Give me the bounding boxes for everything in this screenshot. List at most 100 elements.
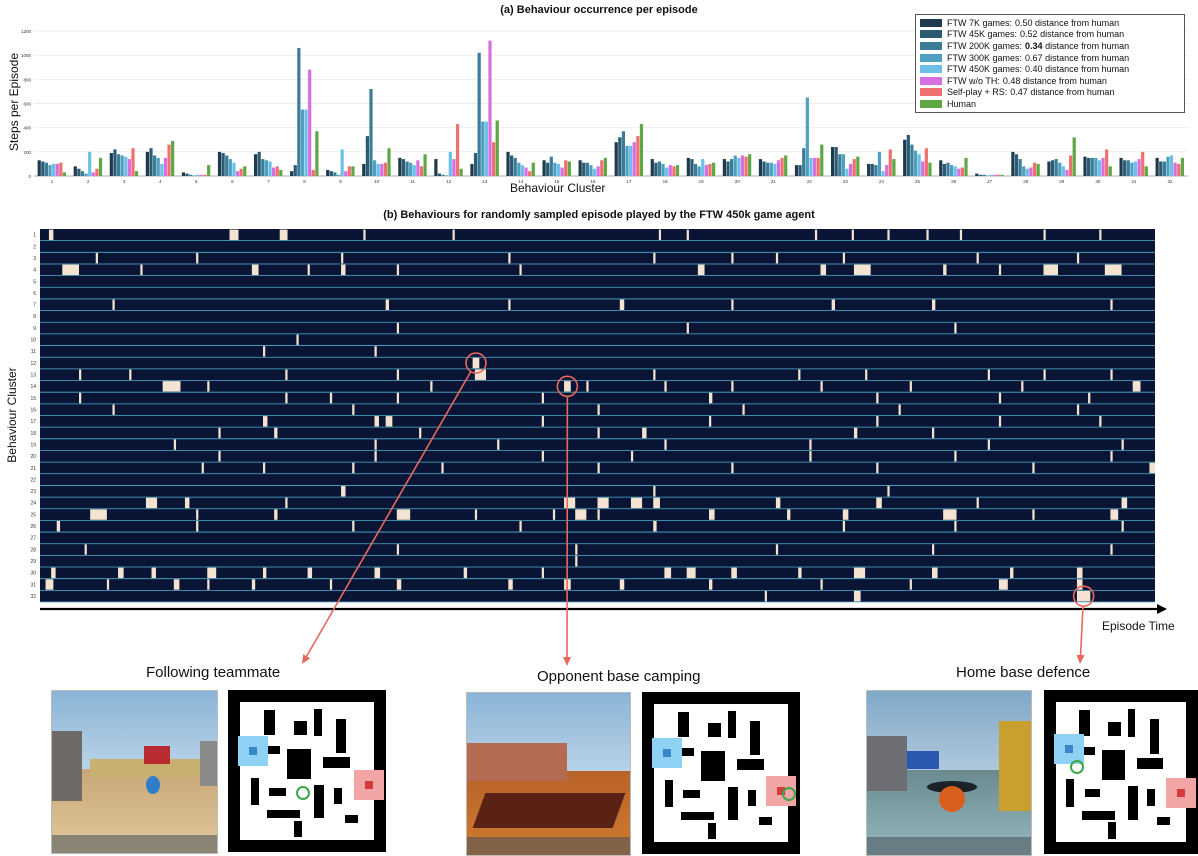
behaviour-event	[419, 427, 422, 439]
bar	[762, 161, 766, 176]
behaviour-event	[263, 346, 266, 357]
row-label: 28	[30, 547, 36, 553]
bar	[567, 161, 571, 176]
x-tick-label: 6	[231, 179, 234, 184]
behaviour-event	[798, 567, 802, 579]
bar	[1000, 174, 1004, 176]
bar	[52, 163, 56, 176]
bar	[91, 172, 95, 176]
behaviour-event	[742, 404, 745, 415]
behaviour-event	[207, 381, 210, 392]
highlight-arrow-line	[1079, 606, 1084, 657]
bar	[766, 162, 770, 176]
row-label: 29	[30, 559, 36, 565]
bar	[488, 40, 492, 176]
legend-series-name: FTW 7K games:	[947, 17, 1013, 28]
bar	[1014, 154, 1019, 176]
x-tick-label: 7	[267, 179, 270, 184]
bar	[225, 155, 229, 176]
bar	[116, 154, 121, 176]
x-tick-label: 29	[1059, 179, 1065, 184]
row-label: 12	[30, 361, 36, 367]
bar	[279, 169, 283, 176]
bar	[124, 156, 128, 176]
behaviour-event	[541, 567, 544, 579]
bar	[621, 131, 626, 176]
bar	[315, 131, 319, 176]
bar	[917, 154, 921, 176]
bar	[556, 163, 561, 176]
bar	[369, 89, 373, 176]
behaviour-event	[441, 462, 444, 474]
bar	[942, 163, 946, 176]
behaviour-event	[352, 462, 355, 474]
bar	[264, 160, 269, 176]
behaviour-event	[831, 299, 835, 310]
behaviour-event	[814, 229, 818, 241]
behaviour-event	[1110, 299, 1113, 310]
behaviour-event	[876, 497, 882, 509]
behaviour-event	[664, 381, 667, 392]
bar	[776, 160, 781, 176]
bar	[946, 162, 950, 176]
behaviour-event	[129, 369, 132, 380]
bar	[798, 165, 802, 176]
bar	[867, 163, 871, 176]
chart-a-legend: FTW 7K games: 0.50 distance from human FTW…	[915, 14, 1185, 113]
legend-series-name: Human	[947, 98, 977, 109]
bar	[336, 174, 341, 176]
bar	[383, 162, 388, 176]
behaviour-event	[731, 299, 734, 310]
legend-series-name: FTW 450K games:	[947, 64, 1023, 75]
bar	[189, 174, 193, 176]
x-tick-label: 12	[446, 179, 452, 184]
bar	[906, 134, 910, 176]
bar	[257, 151, 261, 176]
bar	[59, 162, 63, 176]
behaviour-event	[842, 252, 846, 264]
behaviour-event	[731, 381, 734, 392]
behaviour-event	[976, 252, 979, 264]
bar	[1155, 157, 1159, 176]
bar	[650, 159, 654, 176]
bar	[1159, 161, 1163, 176]
bar	[387, 148, 391, 176]
behaviour-event	[853, 567, 866, 579]
x-tick-label: 17	[627, 179, 633, 184]
bar	[524, 167, 528, 176]
bar	[62, 172, 67, 176]
behaviour-event	[820, 381, 823, 392]
behaviour-event	[145, 497, 158, 509]
behaviour-event	[998, 264, 1002, 276]
behaviour-event	[653, 252, 656, 264]
highlight-arrow-line	[305, 371, 472, 658]
behaviour-event	[519, 521, 522, 532]
behaviour-event	[263, 462, 266, 474]
row-label: 17	[30, 419, 36, 425]
behaviour-event	[90, 509, 107, 520]
bar	[484, 121, 488, 176]
bar	[834, 147, 838, 176]
behaviour-event	[597, 462, 600, 474]
behaviour-event	[374, 346, 377, 357]
behaviour-event	[519, 264, 522, 276]
bar	[308, 69, 312, 176]
x-tick-label: 22	[807, 179, 813, 184]
bar	[924, 148, 928, 176]
bar	[48, 165, 52, 176]
legend-entry: Human	[920, 98, 1180, 110]
behaviour-event	[575, 555, 578, 567]
bar	[733, 155, 737, 176]
legend-swatch	[920, 53, 942, 62]
row-label: 19	[30, 442, 36, 448]
x-tick-label: 31	[1131, 179, 1137, 184]
bar	[131, 148, 135, 176]
bar	[243, 166, 247, 176]
bar	[953, 166, 957, 176]
bar	[235, 171, 240, 176]
row-label: 10	[30, 338, 36, 344]
bar	[989, 174, 993, 176]
behaviour-event	[658, 229, 662, 241]
bar	[88, 151, 92, 176]
